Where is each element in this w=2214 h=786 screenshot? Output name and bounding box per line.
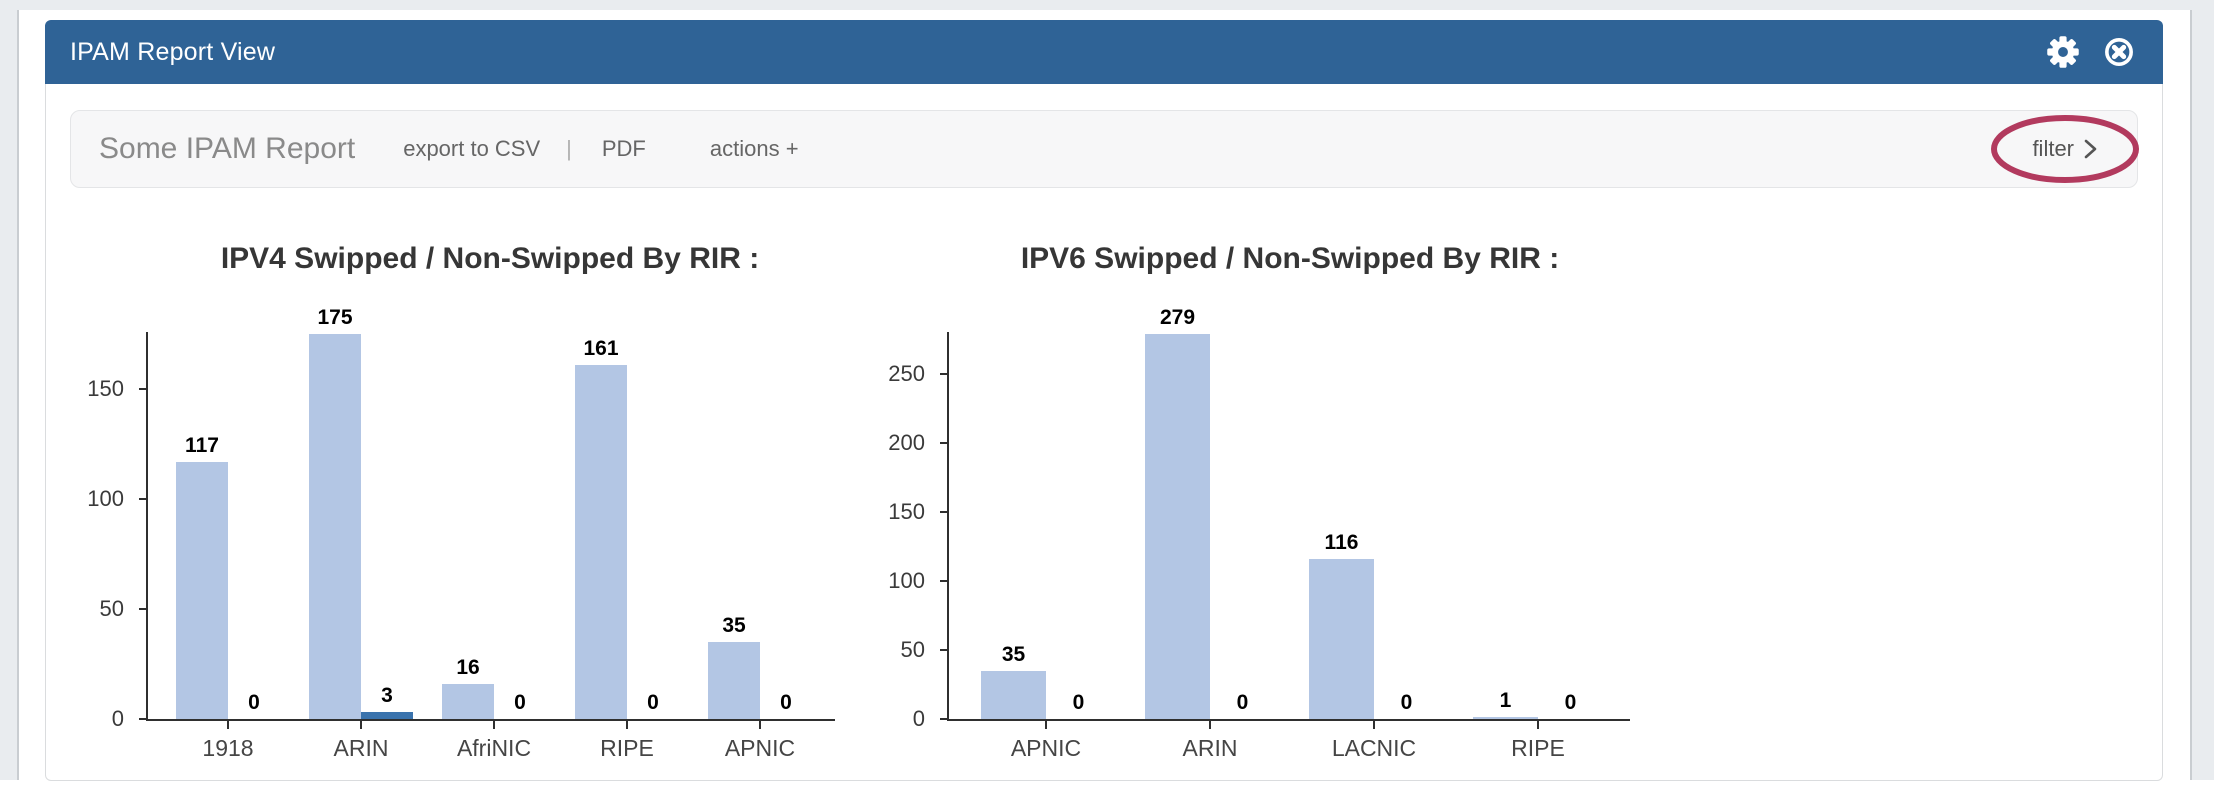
panel-header: IPAM Report View [45,20,2163,84]
page-edge-line-right [2190,10,2192,780]
filter-area: filter [1990,115,2139,183]
report-toolbar: Some IPAM Report export to CSV | PDF act… [70,110,2139,188]
export-pdf-link[interactable]: PDF [601,136,646,161]
export-csv-link[interactable]: export to CSV [403,136,541,161]
ipv4-chart-title: IPV4 Swipped / Non-Swipped By RIR : [220,242,760,275]
toolbar-divider: | [566,136,572,161]
page-background-right [2192,0,2214,780]
page-edge-line-left [17,10,19,780]
chevron-right-icon [2084,139,2097,159]
filter-link[interactable]: filter [2032,136,2097,162]
ipv6-chart-title: IPV6 Swipped / Non-Swipped By RIR : [1020,242,1560,275]
filter-link-label: filter [2032,136,2074,161]
panel-title: IPAM Report View [70,37,276,66]
gear-icon[interactable] [2045,34,2081,70]
actions-menu-link[interactable]: actions + [709,136,799,161]
report-title: Some IPAM Report [99,132,356,165]
close-circle-icon[interactable] [2101,34,2137,70]
page-background-top [0,0,2214,10]
page-background-left [0,0,17,780]
panel-body [45,84,2163,781]
header-icons [2045,34,2137,70]
